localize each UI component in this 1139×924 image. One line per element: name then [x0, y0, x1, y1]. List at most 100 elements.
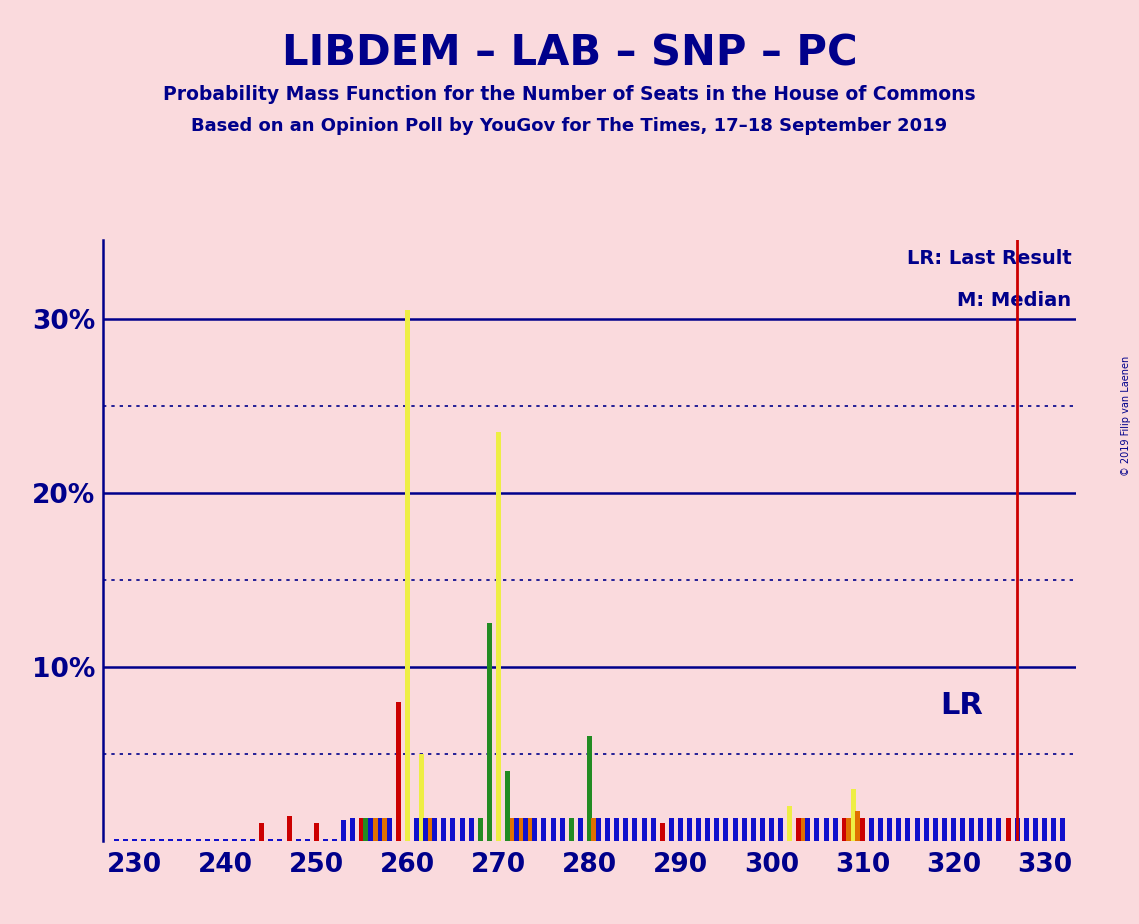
- Bar: [860, 819, 865, 841]
- Bar: [441, 819, 446, 841]
- Bar: [251, 839, 255, 841]
- Bar: [169, 839, 173, 841]
- Bar: [1033, 819, 1038, 841]
- Text: © 2019 Filip van Laenen: © 2019 Filip van Laenen: [1121, 356, 1131, 476]
- Bar: [495, 432, 501, 841]
- Bar: [751, 819, 756, 841]
- Bar: [223, 839, 228, 841]
- Text: LR: Last Result: LR: Last Result: [907, 249, 1072, 268]
- Bar: [486, 623, 492, 841]
- Bar: [915, 819, 919, 841]
- Bar: [842, 819, 846, 841]
- Bar: [241, 839, 246, 841]
- Bar: [933, 819, 937, 841]
- Bar: [305, 839, 310, 841]
- Bar: [1024, 819, 1029, 841]
- Bar: [404, 310, 410, 841]
- Bar: [287, 817, 292, 841]
- Bar: [1015, 819, 1019, 841]
- Bar: [369, 819, 374, 841]
- Text: LR: LR: [940, 691, 983, 720]
- Bar: [509, 819, 515, 841]
- Bar: [678, 819, 683, 841]
- Bar: [659, 823, 665, 841]
- Bar: [123, 839, 128, 841]
- Bar: [178, 839, 182, 841]
- Bar: [687, 819, 693, 841]
- Bar: [383, 819, 387, 841]
- Bar: [1051, 819, 1056, 841]
- Bar: [591, 819, 597, 841]
- Bar: [278, 839, 282, 841]
- Bar: [587, 736, 592, 841]
- Bar: [333, 839, 337, 841]
- Bar: [632, 819, 638, 841]
- Bar: [132, 839, 137, 841]
- Bar: [942, 819, 947, 841]
- Bar: [805, 819, 810, 841]
- Bar: [869, 819, 874, 841]
- Bar: [159, 839, 164, 841]
- Bar: [997, 819, 1001, 841]
- Bar: [723, 819, 729, 841]
- Text: LIBDEM – LAB – SNP – PC: LIBDEM – LAB – SNP – PC: [281, 32, 858, 74]
- Bar: [696, 819, 702, 841]
- Bar: [924, 819, 928, 841]
- Bar: [351, 819, 355, 841]
- Bar: [550, 819, 556, 841]
- Bar: [232, 839, 237, 841]
- Bar: [760, 819, 765, 841]
- Bar: [978, 819, 983, 841]
- Bar: [114, 839, 118, 841]
- Bar: [846, 819, 851, 841]
- Bar: [960, 819, 965, 841]
- Bar: [363, 819, 368, 841]
- Bar: [374, 819, 378, 841]
- Bar: [801, 819, 805, 841]
- Bar: [1060, 819, 1065, 841]
- Bar: [988, 819, 992, 841]
- Text: Based on an Opinion Poll by YouGov for The Times, 17–18 September 2019: Based on an Opinion Poll by YouGov for T…: [191, 117, 948, 135]
- Bar: [787, 806, 792, 841]
- Bar: [187, 839, 191, 841]
- Bar: [796, 819, 801, 841]
- Bar: [427, 819, 433, 841]
- Bar: [141, 839, 146, 841]
- Bar: [614, 819, 620, 841]
- Bar: [878, 819, 883, 841]
- Bar: [323, 839, 328, 841]
- Bar: [741, 819, 747, 841]
- Bar: [623, 819, 629, 841]
- Bar: [360, 819, 364, 841]
- Bar: [418, 754, 424, 841]
- Bar: [459, 819, 465, 841]
- Bar: [395, 701, 401, 841]
- Bar: [969, 819, 974, 841]
- Bar: [1042, 819, 1047, 841]
- Bar: [641, 819, 647, 841]
- Bar: [559, 819, 565, 841]
- Bar: [150, 839, 155, 841]
- Bar: [769, 819, 775, 841]
- Bar: [605, 819, 611, 841]
- Bar: [906, 819, 910, 841]
- Bar: [196, 839, 200, 841]
- Bar: [778, 819, 784, 841]
- Text: Probability Mass Function for the Number of Seats in the House of Commons: Probability Mass Function for the Number…: [163, 85, 976, 104]
- Bar: [523, 819, 528, 841]
- Bar: [568, 819, 574, 841]
- Bar: [450, 819, 456, 841]
- Bar: [342, 820, 346, 841]
- Bar: [205, 839, 210, 841]
- Bar: [505, 772, 510, 841]
- Bar: [423, 819, 428, 841]
- Bar: [732, 819, 738, 841]
- Bar: [896, 819, 901, 841]
- Bar: [596, 819, 601, 841]
- Bar: [833, 819, 837, 841]
- Bar: [387, 819, 392, 841]
- Bar: [541, 819, 547, 841]
- Bar: [214, 839, 219, 841]
- Bar: [887, 819, 892, 841]
- Bar: [851, 788, 855, 841]
